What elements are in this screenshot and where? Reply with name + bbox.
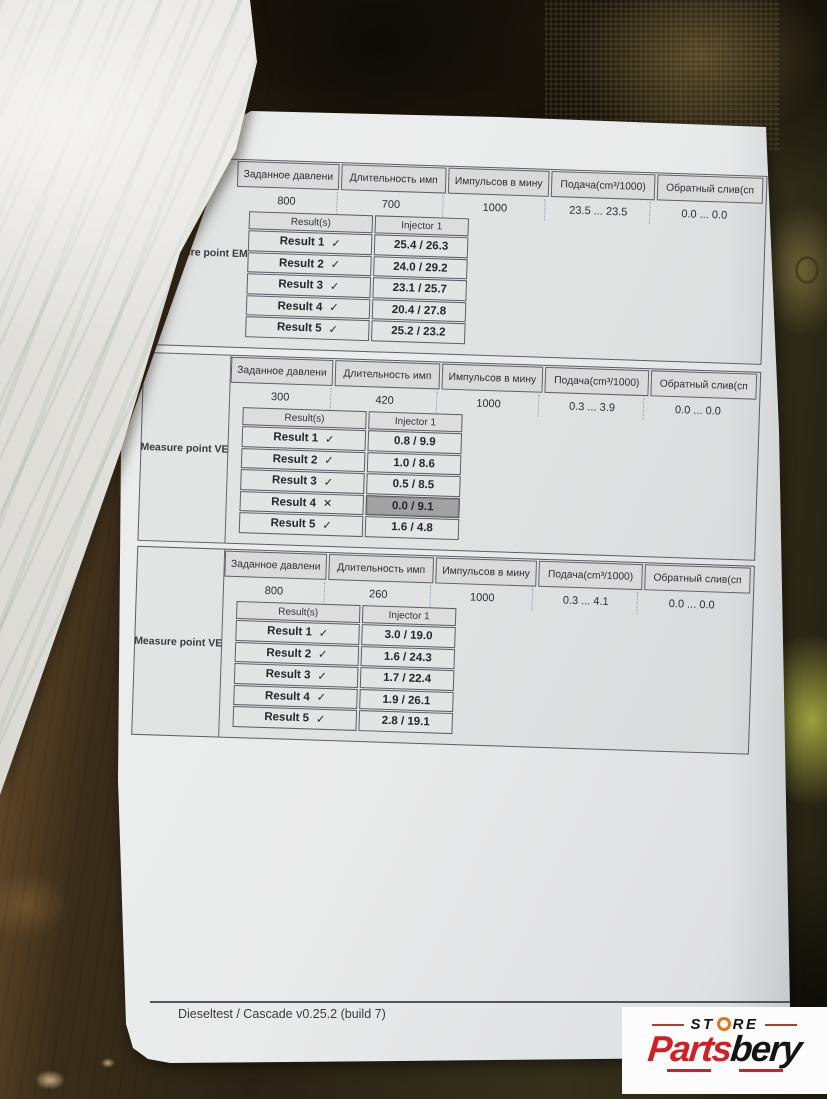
results-subtable: Result(s) Injector 1 Result 1 ✓ 25.4 / 26… <box>245 210 470 344</box>
result-value: 0.5 / 8.5 <box>366 473 461 497</box>
result-label: Result 5 <box>276 321 322 335</box>
store-o-ring-icon <box>716 1016 731 1031</box>
result-value: 20.4 / 27.8 <box>371 298 467 323</box>
result-value: 0.8 / 9.9 <box>367 430 463 454</box>
result-value: 25.2 / 23.2 <box>371 320 466 344</box>
injector-header: Injector 1 <box>368 411 463 433</box>
result-label: Result 4 <box>277 299 323 314</box>
result-status-icon: ✓ <box>331 236 341 250</box>
result-label: Result 4 <box>264 689 310 704</box>
result-status-icon: ✓ <box>328 322 339 336</box>
measure-point-label: ure point EM <box>184 245 248 260</box>
result-status-icon: ✓ <box>324 432 335 446</box>
setpoint-value: 0.3 ... 4.1 <box>534 588 639 614</box>
setpoint-value: 0.3 ... 3.9 <box>540 394 645 421</box>
result-status-icon: ✓ <box>315 712 326 726</box>
result-label: Result 3 <box>265 668 311 682</box>
report-content: ure point EM Заданное давлени Длительнос… <box>130 152 791 793</box>
logo-underline <box>666 1069 711 1072</box>
result-status-icon: ✓ <box>317 669 327 683</box>
injector-header: Injector 1 <box>361 605 457 627</box>
store-text-left: ST <box>690 1016 715 1033</box>
result-value: 1.6 / 24.3 <box>360 645 456 670</box>
brand-parts: Parts <box>646 1028 733 1069</box>
result-value: 24.0 / 29.2 <box>373 255 468 280</box>
injector-header: Injector 1 <box>374 215 470 237</box>
partsbery-logo-watermark: ST RE Parts bery <box>622 1007 827 1094</box>
result-value: 1.9 / 26.1 <box>359 688 454 713</box>
result-value: 1.6 / 4.8 <box>364 516 460 540</box>
measure-point-label: Measure point VE <box>138 352 232 543</box>
result-value: 2.8 / 19.1 <box>358 710 454 734</box>
result-label: Result 3 <box>278 278 324 292</box>
column-header: Длительность имп <box>334 360 441 390</box>
column-header: Импульсов в мину <box>441 363 544 393</box>
column-header: Обратный слив(сп <box>644 564 751 594</box>
result-label: Result 1 <box>266 625 313 639</box>
column-header: Импульсов в мину <box>447 167 550 197</box>
setpoint-value: 0.0 ... 0.0 <box>674 404 722 418</box>
result-label: Result 1 <box>273 431 319 445</box>
ring-stain <box>795 256 819 284</box>
column-header: Заданное давлени <box>230 356 334 387</box>
column-header: Заданное давлени <box>224 550 328 580</box>
result-label: Result 4 <box>271 495 317 510</box>
result-value: 3.0 / 19.0 <box>361 624 456 648</box>
measurement-table-2: Measure point VE Заданное давлени Длител… <box>137 351 762 561</box>
column-header: Подача(cm³/1000) <box>538 560 643 591</box>
logo-dash <box>652 1023 685 1026</box>
setpoint-value: 0.0 ... 0.0 <box>668 597 715 612</box>
setpoint-value: 23.5 ... 23.5 <box>546 198 651 225</box>
result-status-icon: ✕ <box>322 497 333 511</box>
setpoint-value: 0.0 ... 0.0 <box>681 208 728 222</box>
measure-point-label: Measure point VE <box>132 546 226 737</box>
result-value: 1.0 / 8.6 <box>366 451 462 476</box>
result-label: Result 5 <box>270 517 316 531</box>
column-header: Заданное давлени <box>236 160 340 191</box>
logo-dash <box>764 1023 797 1026</box>
results-subtable: Result(s) Injector 1 Result 1 ✓ 0.8 / 9.9… <box>238 406 463 540</box>
result-status-icon: ✓ <box>316 690 327 705</box>
footer-text: Dieseltest / Cascade v0.25.2 (build 7) <box>178 1007 386 1021</box>
result-status-icon: ✓ <box>318 626 329 640</box>
result-value: 1.7 / 22.4 <box>359 667 455 691</box>
store-text-right: RE <box>732 1016 759 1033</box>
result-label: Result 3 <box>271 474 317 488</box>
measurement-table-1: ure point EM Заданное давлени Длительнос… <box>143 155 768 365</box>
result-value: 23.1 / 25.7 <box>372 277 468 301</box>
result-value-highlighted: 0.0 / 9.1 <box>365 494 461 519</box>
measurement-table-3: Measure point VE Заданное давлени Длител… <box>131 545 755 755</box>
results-subtable: Result(s) Injector 1 Result 1 ✓ 3.0 / 19.… <box>232 600 457 734</box>
brand-wordmark: Parts bery <box>620 1028 827 1069</box>
result-status-icon: ✓ <box>323 475 334 489</box>
result-label: Result 5 <box>264 711 310 725</box>
result-status-icon: ✓ <box>317 647 328 662</box>
result-label: Result 1 <box>279 235 325 249</box>
footer-divider <box>150 1001 791 1003</box>
result-label: Result 2 <box>272 452 318 467</box>
result-value: 25.4 / 26.3 <box>373 234 469 258</box>
result-status-icon: ✓ <box>330 258 341 272</box>
result-label: Result 2 <box>266 646 312 661</box>
result-status-icon: ✓ <box>329 279 340 293</box>
brand-bery: bery <box>728 1028 804 1069</box>
column-header: Обратный слив(сп <box>650 370 758 400</box>
logo-underline <box>738 1069 783 1072</box>
column-header: Длительность имп <box>328 553 435 584</box>
column-header: Подача(cm³/1000) <box>544 366 650 397</box>
result-label: Result 2 <box>278 256 324 271</box>
column-header: Импульсов в мину <box>435 557 538 587</box>
result-status-icon: ✓ <box>329 301 339 315</box>
column-header: Длительность имп <box>340 164 447 194</box>
column-header: Обратный слив(сп <box>656 174 764 204</box>
result-status-icon: ✓ <box>322 518 332 532</box>
column-header: Подача(cm³/1000) <box>550 170 656 201</box>
result-status-icon: ✓ <box>324 454 334 468</box>
